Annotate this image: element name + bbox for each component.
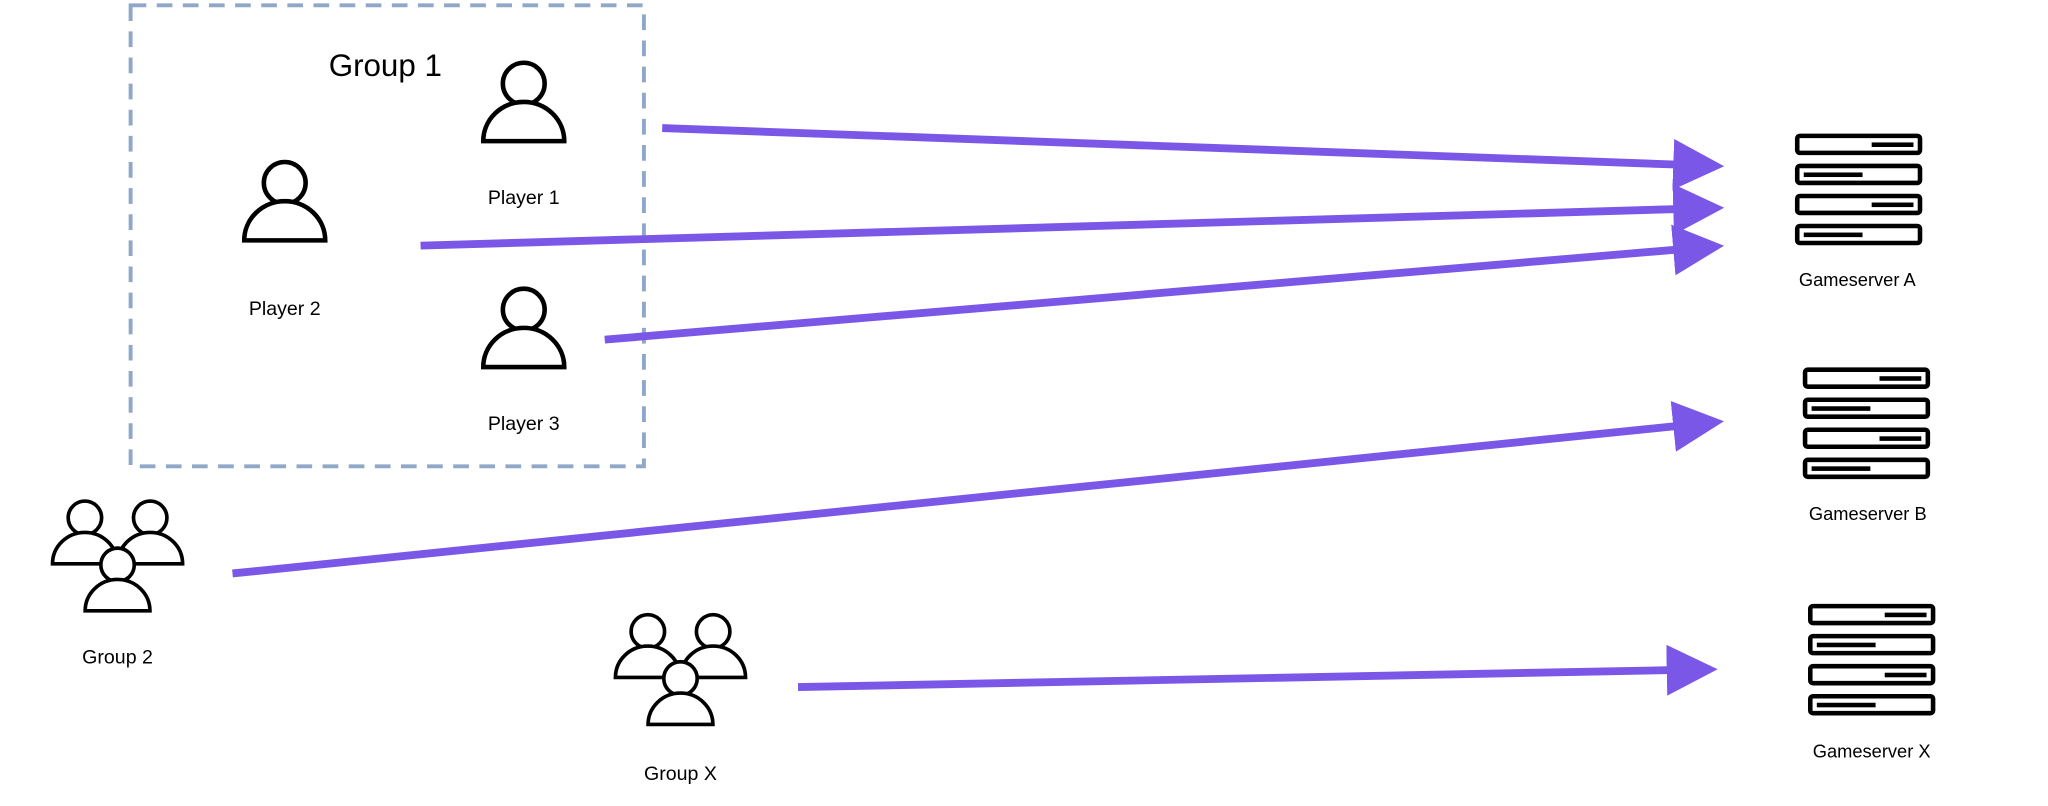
- player-3[interactable]: Player 3: [483, 289, 564, 435]
- player-2[interactable]: Player 2: [244, 162, 325, 320]
- group-1-title: Group 1: [329, 48, 442, 83]
- group-x-label: Group X: [644, 763, 717, 785]
- server-icon: [1797, 136, 1920, 243]
- arrow-player2-to-server-a: [420, 183, 1725, 250]
- person-icon: [244, 162, 325, 240]
- gameserver-b[interactable]: Gameserver B: [1805, 370, 1928, 524]
- arrow-player1-to-server-a: [662, 124, 1725, 190]
- group-icon: [53, 501, 183, 611]
- arrow-groupx-to-server-x: [797, 644, 1718, 696]
- person-icon: [483, 289, 564, 367]
- arrow-group2-to-server-b: [232, 401, 1724, 578]
- gameserver-a-label: Gameserver A: [1799, 269, 1917, 290]
- player-3-label: Player 3: [488, 413, 560, 435]
- player-1[interactable]: Player 1: [483, 63, 564, 209]
- person-icon: [483, 63, 564, 141]
- player-2-label: Player 2: [249, 298, 321, 320]
- arrow-player3-to-server-a: [604, 224, 1725, 344]
- group-icon: [615, 615, 745, 725]
- server-icon: [1810, 606, 1933, 713]
- group-2-label: Group 2: [82, 647, 153, 669]
- gameserver-b-label: Gameserver B: [1809, 503, 1927, 524]
- gameserver-x[interactable]: Gameserver X: [1810, 606, 1933, 762]
- player-1-label: Player 1: [488, 187, 560, 209]
- gameserver-a[interactable]: Gameserver A: [1797, 136, 1920, 290]
- server-icon: [1805, 370, 1928, 477]
- group-x[interactable]: Group X: [615, 615, 745, 785]
- gameserver-x-label: Gameserver X: [1813, 741, 1931, 762]
- group-2[interactable]: Group 2: [53, 501, 183, 669]
